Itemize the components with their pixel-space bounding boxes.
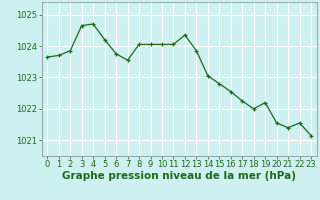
X-axis label: Graphe pression niveau de la mer (hPa): Graphe pression niveau de la mer (hPa) bbox=[62, 171, 296, 181]
